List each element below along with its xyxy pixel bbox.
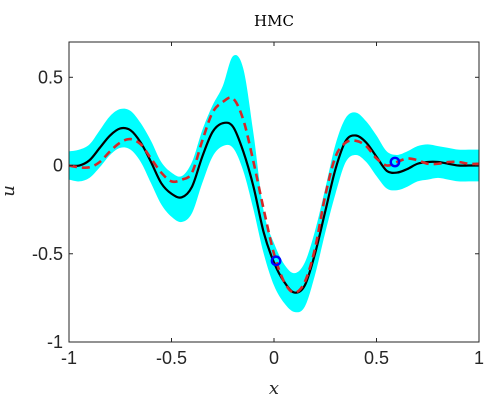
y-tick-label: -0.5 [32, 244, 63, 264]
y-tick-label: 0.5 [38, 67, 63, 87]
x-tick-label: 0 [269, 348, 279, 368]
mean-line [68, 121, 479, 294]
y-axis-label: u [0, 185, 19, 197]
y-axis-ticks: -1 -0.5 0 0.5 [32, 67, 479, 352]
y-tick-label: 0 [53, 156, 63, 176]
x-tick-label: 1 [474, 348, 484, 368]
series-layer [68, 96, 480, 294]
x-tick-label: 0.5 [364, 348, 389, 368]
x-tick-label: -0.5 [156, 348, 187, 368]
reference-line [68, 96, 480, 294]
chart-title: HMC [254, 12, 294, 30]
x-axis-label: x [269, 378, 279, 399]
x-tick-label: -1 [61, 348, 77, 368]
x-axis-ticks: -1 -0.5 0 0.5 1 [61, 42, 484, 368]
observation-layer [270, 156, 401, 267]
observation-point [389, 156, 401, 168]
y-tick-label: -1 [47, 332, 63, 352]
observation-point [270, 255, 282, 267]
